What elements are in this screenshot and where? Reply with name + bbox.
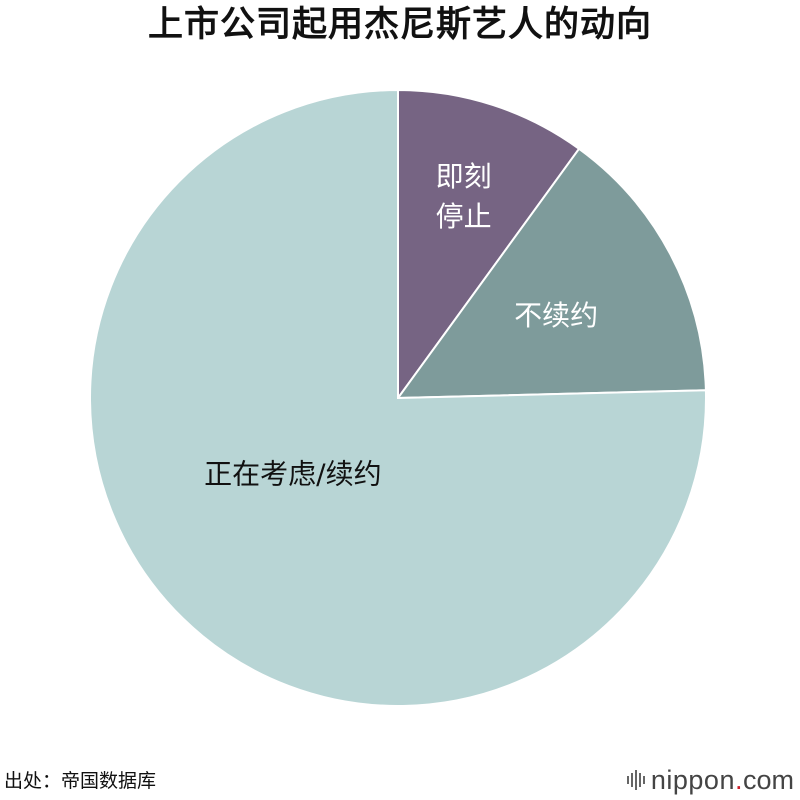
chart-title: 上市公司起用杰尼斯艺人的动向 xyxy=(147,5,652,45)
brand-dot: . xyxy=(734,764,743,795)
brand-tld: com xyxy=(742,764,794,795)
slice-label: 不续约 xyxy=(514,299,598,332)
pie-slice xyxy=(397,88,581,402)
brand-name: nippon xyxy=(650,764,735,795)
brand-logo: nippon. com xyxy=(626,764,794,795)
slice-label: 即刻停止 xyxy=(436,160,492,233)
source-note: 出处：帝国数据库 xyxy=(4,770,157,792)
pie-slice xyxy=(89,88,707,707)
soundwave-icon xyxy=(626,770,645,790)
pie-slice xyxy=(396,147,707,400)
slice-label: 正在考虑/续约 xyxy=(204,457,381,490)
